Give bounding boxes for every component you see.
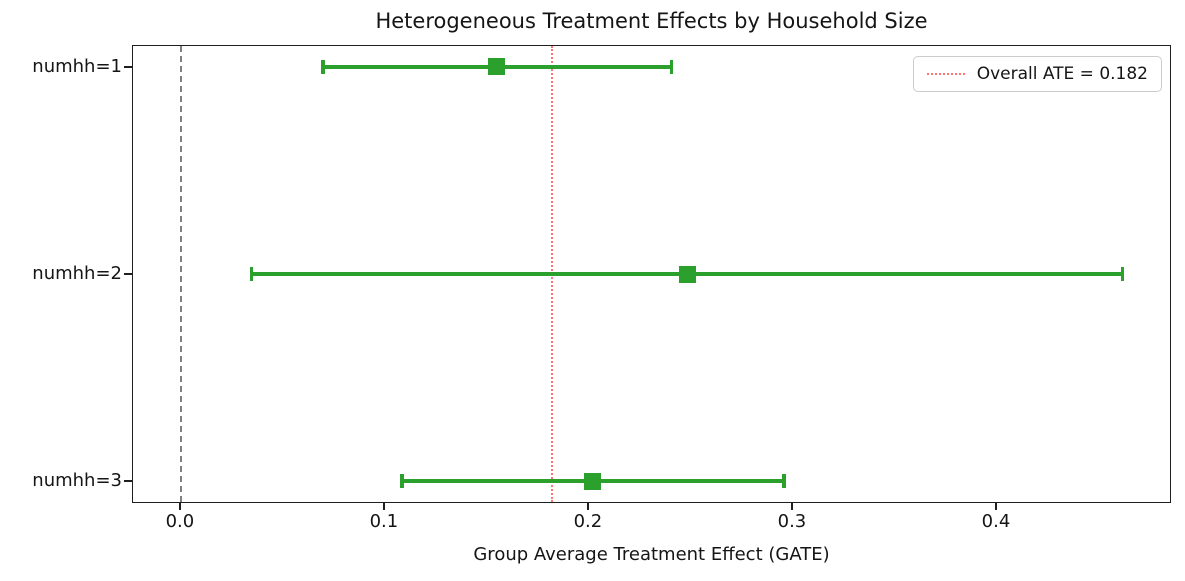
estimate-marker <box>679 265 697 283</box>
x-tick-mark <box>586 502 589 510</box>
x-tick-label: 0.2 <box>573 511 603 532</box>
zero-line <box>179 46 182 502</box>
x-tick-mark <box>382 502 385 510</box>
ate-dotted-line-sample <box>926 73 965 75</box>
x-tick-label: 0.4 <box>981 511 1011 532</box>
y-tick-mark <box>124 273 132 275</box>
error-bar-cap-high <box>782 474 786 489</box>
x-tick-label: 0.3 <box>777 511 807 532</box>
x-axis-label: Group Average Treatment Effect (GATE) <box>473 544 830 565</box>
error-bar-cap-low <box>320 59 325 74</box>
estimate-marker <box>583 472 601 490</box>
y-tick-label: numhh=3 <box>32 470 122 492</box>
y-tick-mark <box>124 480 132 483</box>
x-tick-label: 0.1 <box>369 511 399 532</box>
error-bar-cap-low <box>249 267 254 281</box>
error-bar-cap-high <box>669 59 674 74</box>
y-tick-label: numhh=1 <box>32 55 122 77</box>
x-tick-label: 0.0 <box>165 511 195 532</box>
chart-title: Heterogeneous Treatment Effects by House… <box>375 9 928 33</box>
y-tick-label: numhh=2 <box>32 263 122 284</box>
legend-label: Overall ATE = 0.182 <box>976 64 1148 84</box>
error-bar-cap-low <box>400 474 405 489</box>
y-tick-mark <box>124 65 132 68</box>
x-tick-mark <box>178 502 181 510</box>
legend: Overall ATE = 0.182 <box>912 56 1162 92</box>
x-tick-mark <box>790 502 793 510</box>
x-tick-mark <box>994 502 997 510</box>
estimate-marker <box>487 58 505 76</box>
error-bar-cap-high <box>1120 267 1125 281</box>
